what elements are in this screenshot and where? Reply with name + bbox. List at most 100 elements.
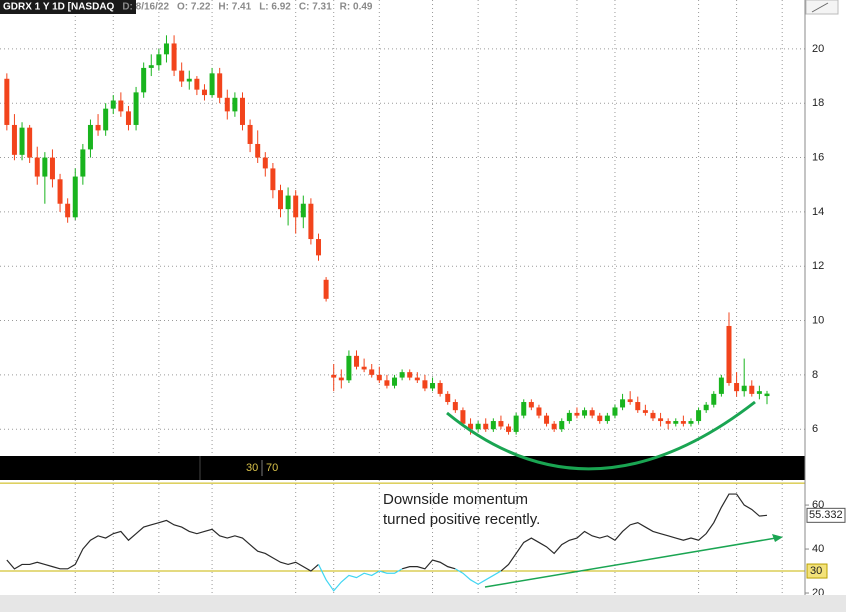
candle-body [270, 168, 276, 191]
candle-body [103, 108, 109, 131]
oscillator-line [500, 493, 768, 572]
candle-body [65, 203, 71, 218]
candle-body [308, 203, 314, 240]
y-tick-label: 10 [812, 314, 824, 326]
candle-body [764, 393, 770, 397]
candle-body [749, 385, 755, 394]
candle-body [11, 124, 17, 155]
candle-body [19, 127, 25, 155]
y-tick-label: 16 [812, 151, 824, 163]
header-item: C: 7.31 [299, 2, 332, 13]
candle-body [186, 78, 192, 82]
oscillator-line [455, 568, 502, 585]
candle-body [703, 404, 709, 411]
candle-body [27, 127, 33, 158]
study-bar [0, 456, 805, 480]
y-tick-label: 20 [812, 43, 824, 55]
candle-body [604, 415, 610, 422]
candle-body [171, 43, 177, 71]
candle-body [316, 239, 322, 256]
candle-body [4, 78, 10, 125]
candle-body [756, 391, 762, 394]
candle-body [665, 421, 671, 424]
candle-body [255, 143, 261, 158]
candle-body [369, 369, 375, 375]
candle-body [673, 421, 679, 424]
candle-body [239, 97, 245, 125]
candle-body [163, 43, 169, 55]
candle-body [658, 418, 664, 422]
y-tick-label: 6 [812, 423, 818, 435]
candle-body [95, 124, 101, 131]
candle-body [437, 383, 443, 394]
candle-body [118, 100, 124, 112]
candle-body [148, 65, 154, 68]
candle-body [680, 421, 686, 424]
candle-body [384, 380, 390, 386]
y-tick-label: 40 [812, 543, 824, 555]
candle-body [209, 73, 215, 96]
candle-body [688, 421, 694, 424]
candle-body [346, 355, 352, 381]
candle-body [582, 410, 588, 416]
oscillator-line [6, 519, 319, 572]
candle-body [642, 410, 648, 413]
header-bg [0, 0, 136, 14]
y-tick-label: 18 [812, 97, 824, 109]
candle-body [430, 383, 436, 389]
candle-body [179, 70, 185, 82]
oscillator-line [317, 564, 403, 592]
candle-body [376, 374, 382, 381]
candle-body [87, 124, 93, 150]
candle-body [72, 176, 78, 218]
value-tag-bg [806, 507, 846, 523]
header-item: L: 6.92 [259, 2, 291, 13]
candle-body [650, 412, 656, 419]
candle-body [422, 380, 428, 389]
y-tick-label: 12 [812, 260, 824, 272]
candle-body [513, 415, 519, 432]
candle-body [528, 402, 534, 408]
header-item: D: 8/16/22 [122, 2, 169, 13]
candle-body [718, 377, 724, 394]
candle-body [536, 407, 542, 416]
corner-icon [805, 0, 839, 15]
candle-body [559, 421, 565, 430]
y-tick-label: 8 [812, 369, 818, 381]
candle-body [392, 377, 398, 386]
rounded-bottom-arc [446, 400, 756, 471]
candle-body [194, 78, 200, 90]
annotation-text: Downside momentum [383, 491, 528, 508]
header-item: H: 7.41 [218, 2, 251, 13]
x-axis-strip [0, 595, 846, 612]
candle-body [224, 97, 230, 112]
candle-body [589, 410, 595, 416]
candle-body [49, 157, 55, 180]
candle-body [217, 73, 223, 98]
level-tag-bg [806, 563, 828, 579]
candle-body [498, 421, 504, 427]
candle-body [331, 374, 337, 378]
candle-body [156, 54, 162, 66]
value-tag: 55.332 [809, 509, 843, 521]
trend-arrow-head [772, 534, 783, 542]
candle-body [475, 423, 481, 430]
candle-body [711, 393, 717, 405]
candle-body [293, 195, 299, 218]
candle-body [110, 100, 116, 109]
level-label: 70 [266, 462, 278, 474]
candle-body [125, 111, 131, 125]
candle-body [597, 415, 603, 422]
candle-body [445, 393, 451, 403]
candle-body [141, 67, 147, 93]
candle-body [247, 124, 253, 144]
header-item: R: 0.49 [340, 2, 373, 13]
candle-body [551, 423, 557, 430]
candle-body [490, 421, 496, 430]
candle-body [574, 412, 580, 416]
header-item: GDRX 1 Y 1D [NASDAQ [3, 2, 115, 13]
candle-body [726, 325, 732, 384]
candle-body [506, 426, 512, 432]
candle-body [323, 279, 329, 299]
